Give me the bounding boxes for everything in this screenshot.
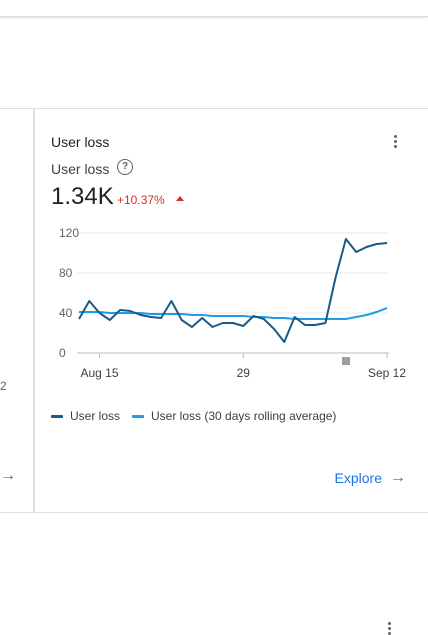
- help-icon[interactable]: ?: [117, 159, 133, 175]
- user-loss-chart: 0 40 80 120 Aug 15 29 Sep 12: [59, 226, 406, 380]
- x-tick-label: Sep 12: [368, 366, 406, 380]
- legend-swatch: [132, 414, 145, 418]
- series-line-0[interactable]: [78, 238, 388, 343]
- x-tick-label: 29: [237, 366, 251, 380]
- y-tick-label: 120: [59, 226, 79, 240]
- next-card-more-vert-icon[interactable]: [388, 622, 392, 635]
- previous-card-bottom-edge: [0, 0, 428, 17]
- user-loss-card: User loss User loss ? 1.34K +10.37% 0 40 8…: [34, 108, 428, 513]
- explore-label: Explore: [334, 470, 382, 486]
- legend-item-rolling-average[interactable]: User loss (30 days rolling average): [132, 409, 336, 423]
- legend-label: User loss (30 days rolling average): [151, 409, 337, 423]
- legend-item-user-loss[interactable]: User loss: [51, 409, 120, 423]
- explore-link[interactable]: Explore →: [335, 469, 406, 487]
- more-vert-icon[interactable]: [394, 135, 398, 151]
- adjacent-card-left: 2 →: [0, 108, 34, 513]
- y-tick-label: 80: [59, 266, 73, 280]
- adjacent-card-tick-label: 2: [0, 379, 7, 393]
- metric-label: User loss: [51, 161, 110, 177]
- metric-change: +10.37%: [117, 193, 165, 207]
- card-title: User loss: [51, 134, 110, 150]
- chart-legend: User loss User loss (30 days rolling ave…: [51, 409, 336, 423]
- metric-value: 1.34K: [51, 183, 114, 210]
- x-tick-label: Aug 15: [81, 366, 119, 380]
- y-tick-label: 0: [59, 346, 66, 360]
- arrow-up-icon: [176, 196, 184, 201]
- legend-label: User loss: [70, 409, 121, 423]
- y-tick-label: 40: [59, 306, 73, 320]
- chart-annotation-marker[interactable]: [342, 357, 350, 365]
- series-line-1[interactable]: [79, 307, 388, 320]
- legend-swatch: [51, 414, 63, 418]
- arrow-right-icon: →: [390, 469, 406, 486]
- adjacent-card-explore-arrow-icon[interactable]: →: [0, 467, 16, 484]
